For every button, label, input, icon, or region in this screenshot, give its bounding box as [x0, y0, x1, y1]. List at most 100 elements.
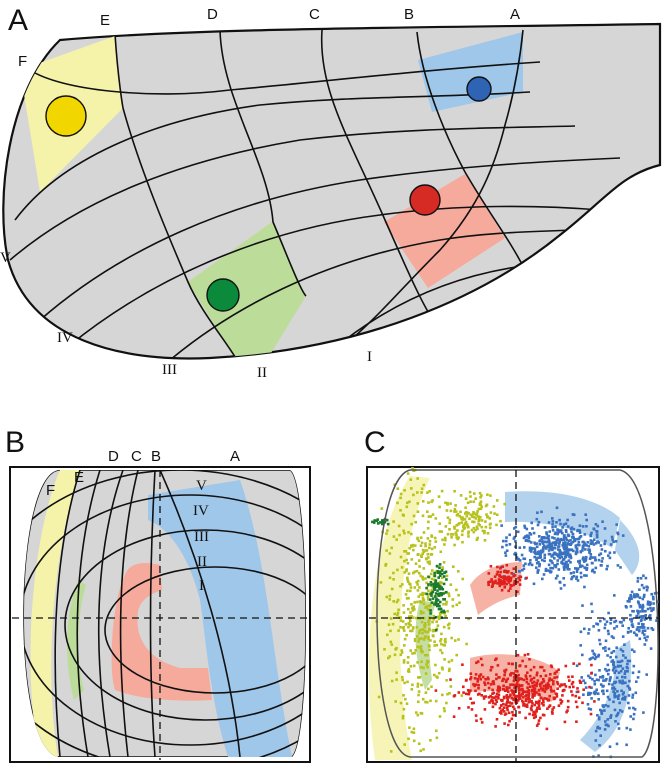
scatter-point [476, 680, 479, 683]
scatter-point [505, 679, 508, 682]
scatter-point [513, 675, 516, 679]
b-ring-label-ii: II [197, 554, 207, 570]
scatter-point [487, 696, 491, 699]
scatter-point [403, 571, 406, 574]
scatter-point [614, 655, 618, 659]
scatter-point [381, 519, 384, 522]
scatter-point [630, 597, 633, 601]
scatter-point [484, 520, 487, 523]
scatter-point [457, 707, 461, 710]
scatter-point [556, 681, 559, 684]
scatter-point [628, 688, 632, 691]
scatter-point [495, 513, 499, 517]
scatter-point [604, 679, 607, 682]
scatter-point [616, 564, 620, 567]
scatter-point [475, 525, 479, 529]
scatter-point [632, 706, 635, 710]
scatter-point [550, 560, 553, 563]
scatter-point [515, 682, 519, 686]
scatter-point [427, 623, 431, 626]
scatter-point [581, 525, 585, 528]
scatter-point [425, 592, 428, 596]
scatter-point [501, 565, 504, 568]
scatter-point [536, 511, 539, 514]
scatter-point [628, 686, 631, 690]
scatter-point [415, 616, 418, 620]
scatter-point [407, 670, 411, 673]
scatter-point [407, 596, 410, 600]
scatter-point [545, 697, 549, 701]
scatter-point [419, 749, 422, 753]
scatter-point [598, 727, 602, 730]
scatter-point [428, 543, 432, 546]
scatter-point [416, 510, 420, 513]
scatter-point [534, 715, 537, 719]
scatter-point [482, 695, 486, 699]
scatter-point [427, 515, 431, 518]
scatter-point [543, 553, 547, 557]
scatter-point [642, 610, 645, 613]
scatter-point [597, 629, 601, 632]
scatter-point [442, 625, 446, 629]
scatter-point [437, 617, 441, 621]
scatter-point [508, 694, 512, 698]
scatter-point [385, 532, 388, 535]
scatter-point [403, 637, 407, 641]
scatter-point [429, 572, 433, 576]
scatter-point [616, 690, 619, 693]
scatter-point [412, 493, 415, 497]
scatter-point [466, 501, 470, 505]
scatter-point [430, 456, 433, 459]
scatter-point [455, 653, 458, 657]
scatter-point [524, 704, 527, 707]
scatter-point [507, 581, 511, 584]
scatter-point [579, 644, 582, 647]
panel-c: C [364, 426, 660, 763]
scatter-point [429, 612, 432, 615]
scatter-point [393, 653, 397, 657]
scatter-point [400, 566, 404, 569]
scatter-point [477, 683, 480, 687]
scatter-point [479, 677, 482, 681]
scatter-point [467, 706, 470, 709]
scatter-point [538, 693, 541, 697]
scatter-point [554, 564, 558, 567]
scatter-point [615, 523, 618, 526]
scatter-point [543, 526, 547, 529]
scatter-point [420, 555, 423, 558]
scatter-point [609, 714, 613, 717]
row-label-v: V [0, 250, 11, 266]
scatter-point [641, 597, 645, 601]
scatter-point [551, 708, 554, 711]
scatter-point [483, 683, 487, 686]
scatter-point [575, 575, 579, 579]
scatter-point [581, 701, 584, 705]
scatter-point [452, 715, 456, 718]
scatter-point [385, 518, 389, 522]
dot-yellow [45, 95, 87, 137]
scatter-point [615, 625, 619, 628]
scatter-point [443, 658, 446, 661]
scatter-point [599, 619, 602, 623]
scatter-point [401, 513, 405, 517]
scatter-point [560, 700, 564, 703]
scatter-point [552, 706, 556, 709]
scatter-point [469, 513, 473, 517]
scatter-point [514, 525, 518, 529]
scatter-point [575, 664, 579, 667]
scatter-point [491, 705, 495, 709]
scatter-point [448, 622, 451, 626]
scatter-point [477, 522, 480, 526]
scatter-point [599, 552, 603, 555]
scatter-point [529, 668, 533, 672]
scatter-point [603, 709, 606, 712]
scatter-point [566, 567, 569, 571]
scatter-point [505, 549, 509, 552]
scatter-point [551, 541, 555, 545]
scatter-point [562, 536, 566, 540]
scatter-point [542, 677, 545, 681]
scatter-point [422, 567, 426, 570]
scatter-point [604, 639, 608, 643]
scatter-point [558, 542, 561, 545]
panel-a-label: A [8, 4, 28, 37]
